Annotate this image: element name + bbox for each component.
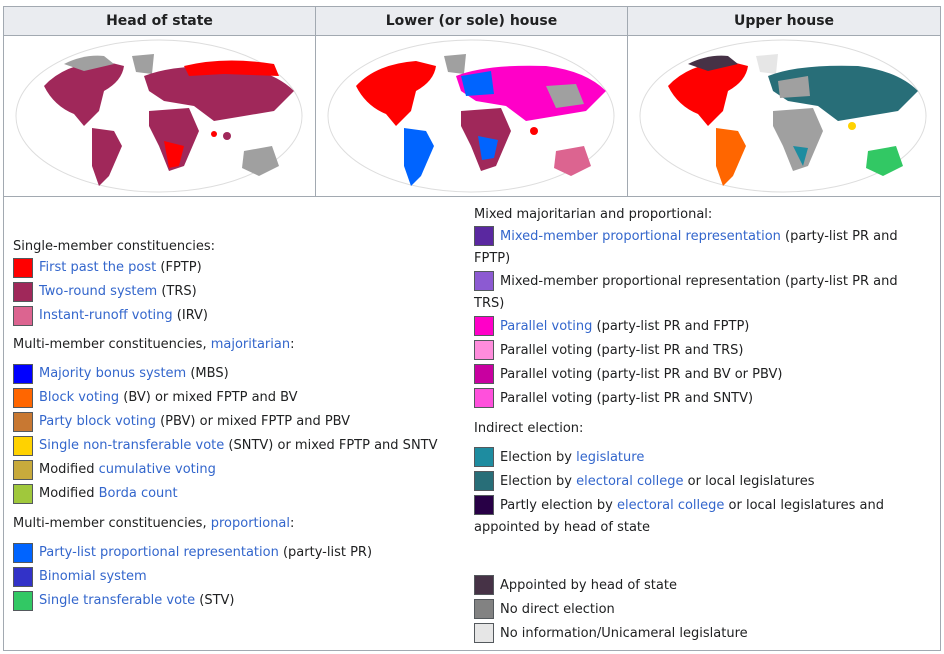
legend-group-indirect: Indirect election: xyxy=(474,421,584,436)
link-single-non-transferable-vote[interactable]: Single non-transferable vote xyxy=(39,438,225,453)
legend-swatch-stv xyxy=(13,591,33,611)
legend-swatch-sntv xyxy=(13,436,33,456)
link-parallel-voting[interactable]: Parallel voting xyxy=(500,319,593,334)
legend-swatch-binomial xyxy=(13,567,33,587)
legend-swatch-party-list xyxy=(13,543,33,563)
legend-swatch-irv xyxy=(13,306,33,326)
map-lower-house[interactable] xyxy=(316,36,627,196)
legend-swatch-appointed xyxy=(474,575,494,595)
legend-swatch-mmp-fptp xyxy=(474,226,494,246)
link-block-voting[interactable]: Block voting xyxy=(39,390,120,405)
link-binomial-system[interactable]: Binomial system xyxy=(39,569,147,584)
legend-swatch-cumulative xyxy=(13,460,33,480)
legend-swatch-fptp xyxy=(13,258,33,278)
legend-swatch-legislature xyxy=(474,447,494,467)
legend-swatch-partly-election xyxy=(474,495,494,515)
link-party-list-pr[interactable]: Party-list proportional representation xyxy=(39,545,279,560)
link-mixed-member-pr[interactable]: Mixed-member proportional representation xyxy=(500,229,781,244)
map-head-of-state[interactable] xyxy=(4,36,315,196)
legend-swatch-electoral-college xyxy=(474,471,494,491)
legend-swatch-parallel-bv xyxy=(474,364,494,384)
map-upper-house[interactable] xyxy=(628,36,939,196)
legend-swatch-parallel-fptp xyxy=(474,316,494,336)
link-borda-count[interactable]: Borda count xyxy=(98,486,178,501)
legend-swatch-no-direct xyxy=(474,599,494,619)
link-single-transferable-vote[interactable]: Single transferable vote xyxy=(39,593,196,608)
link-electoral-college-2[interactable]: electoral college xyxy=(616,498,725,513)
legend: Single-member constituencies: First past… xyxy=(13,207,898,643)
legend-swatch-trs xyxy=(13,282,33,302)
legend-swatch-mmp-trs xyxy=(474,271,494,291)
legend-swatch-parallel-trs xyxy=(474,340,494,360)
link-electoral-college[interactable]: electoral college xyxy=(576,474,684,489)
header-lower-house: Lower (or sole) house xyxy=(316,7,628,36)
map-cell-lower-house xyxy=(316,36,628,197)
link-cumulative-voting[interactable]: cumulative voting xyxy=(98,462,216,477)
legend-swatch-pbv xyxy=(13,412,33,432)
link-legislature[interactable]: legislature xyxy=(576,450,645,465)
link-first-past-the-post[interactable]: First past the post xyxy=(39,260,157,275)
legend-swatch-mbs xyxy=(13,364,33,384)
electoral-systems-table: Head of state Lower (or sole) house Uppe… xyxy=(3,6,941,651)
legend-swatch-bv xyxy=(13,388,33,408)
map-cell-upper-house xyxy=(628,36,940,197)
link-two-round-system[interactable]: Two-round system xyxy=(39,284,158,299)
link-proportional[interactable]: proportional xyxy=(210,516,291,531)
link-party-block-voting[interactable]: Party block voting xyxy=(39,414,156,429)
legend-group-multi-majoritarian: Multi-member constituencies, majoritaria… xyxy=(13,337,295,352)
legend-swatch-no-info xyxy=(474,623,494,643)
legend-swatch-parallel-sntv xyxy=(474,388,494,408)
header-head-of-state: Head of state xyxy=(4,7,316,36)
legend-group-multi-proportional: Multi-member constituencies, proportiona… xyxy=(13,516,295,531)
map-cell-head-of-state xyxy=(4,36,316,197)
legend-group-single-member: Single-member constituencies: xyxy=(13,239,216,254)
link-majoritarian[interactable]: majoritarian xyxy=(210,337,291,352)
legend-swatch-borda xyxy=(13,484,33,504)
link-instant-runoff-voting[interactable]: Instant-runoff voting xyxy=(39,308,173,323)
header-upper-house: Upper house xyxy=(628,7,940,36)
legend-group-mixed: Mixed majoritarian and proportional: xyxy=(474,207,713,222)
link-majority-bonus-system[interactable]: Majority bonus system xyxy=(39,366,187,381)
